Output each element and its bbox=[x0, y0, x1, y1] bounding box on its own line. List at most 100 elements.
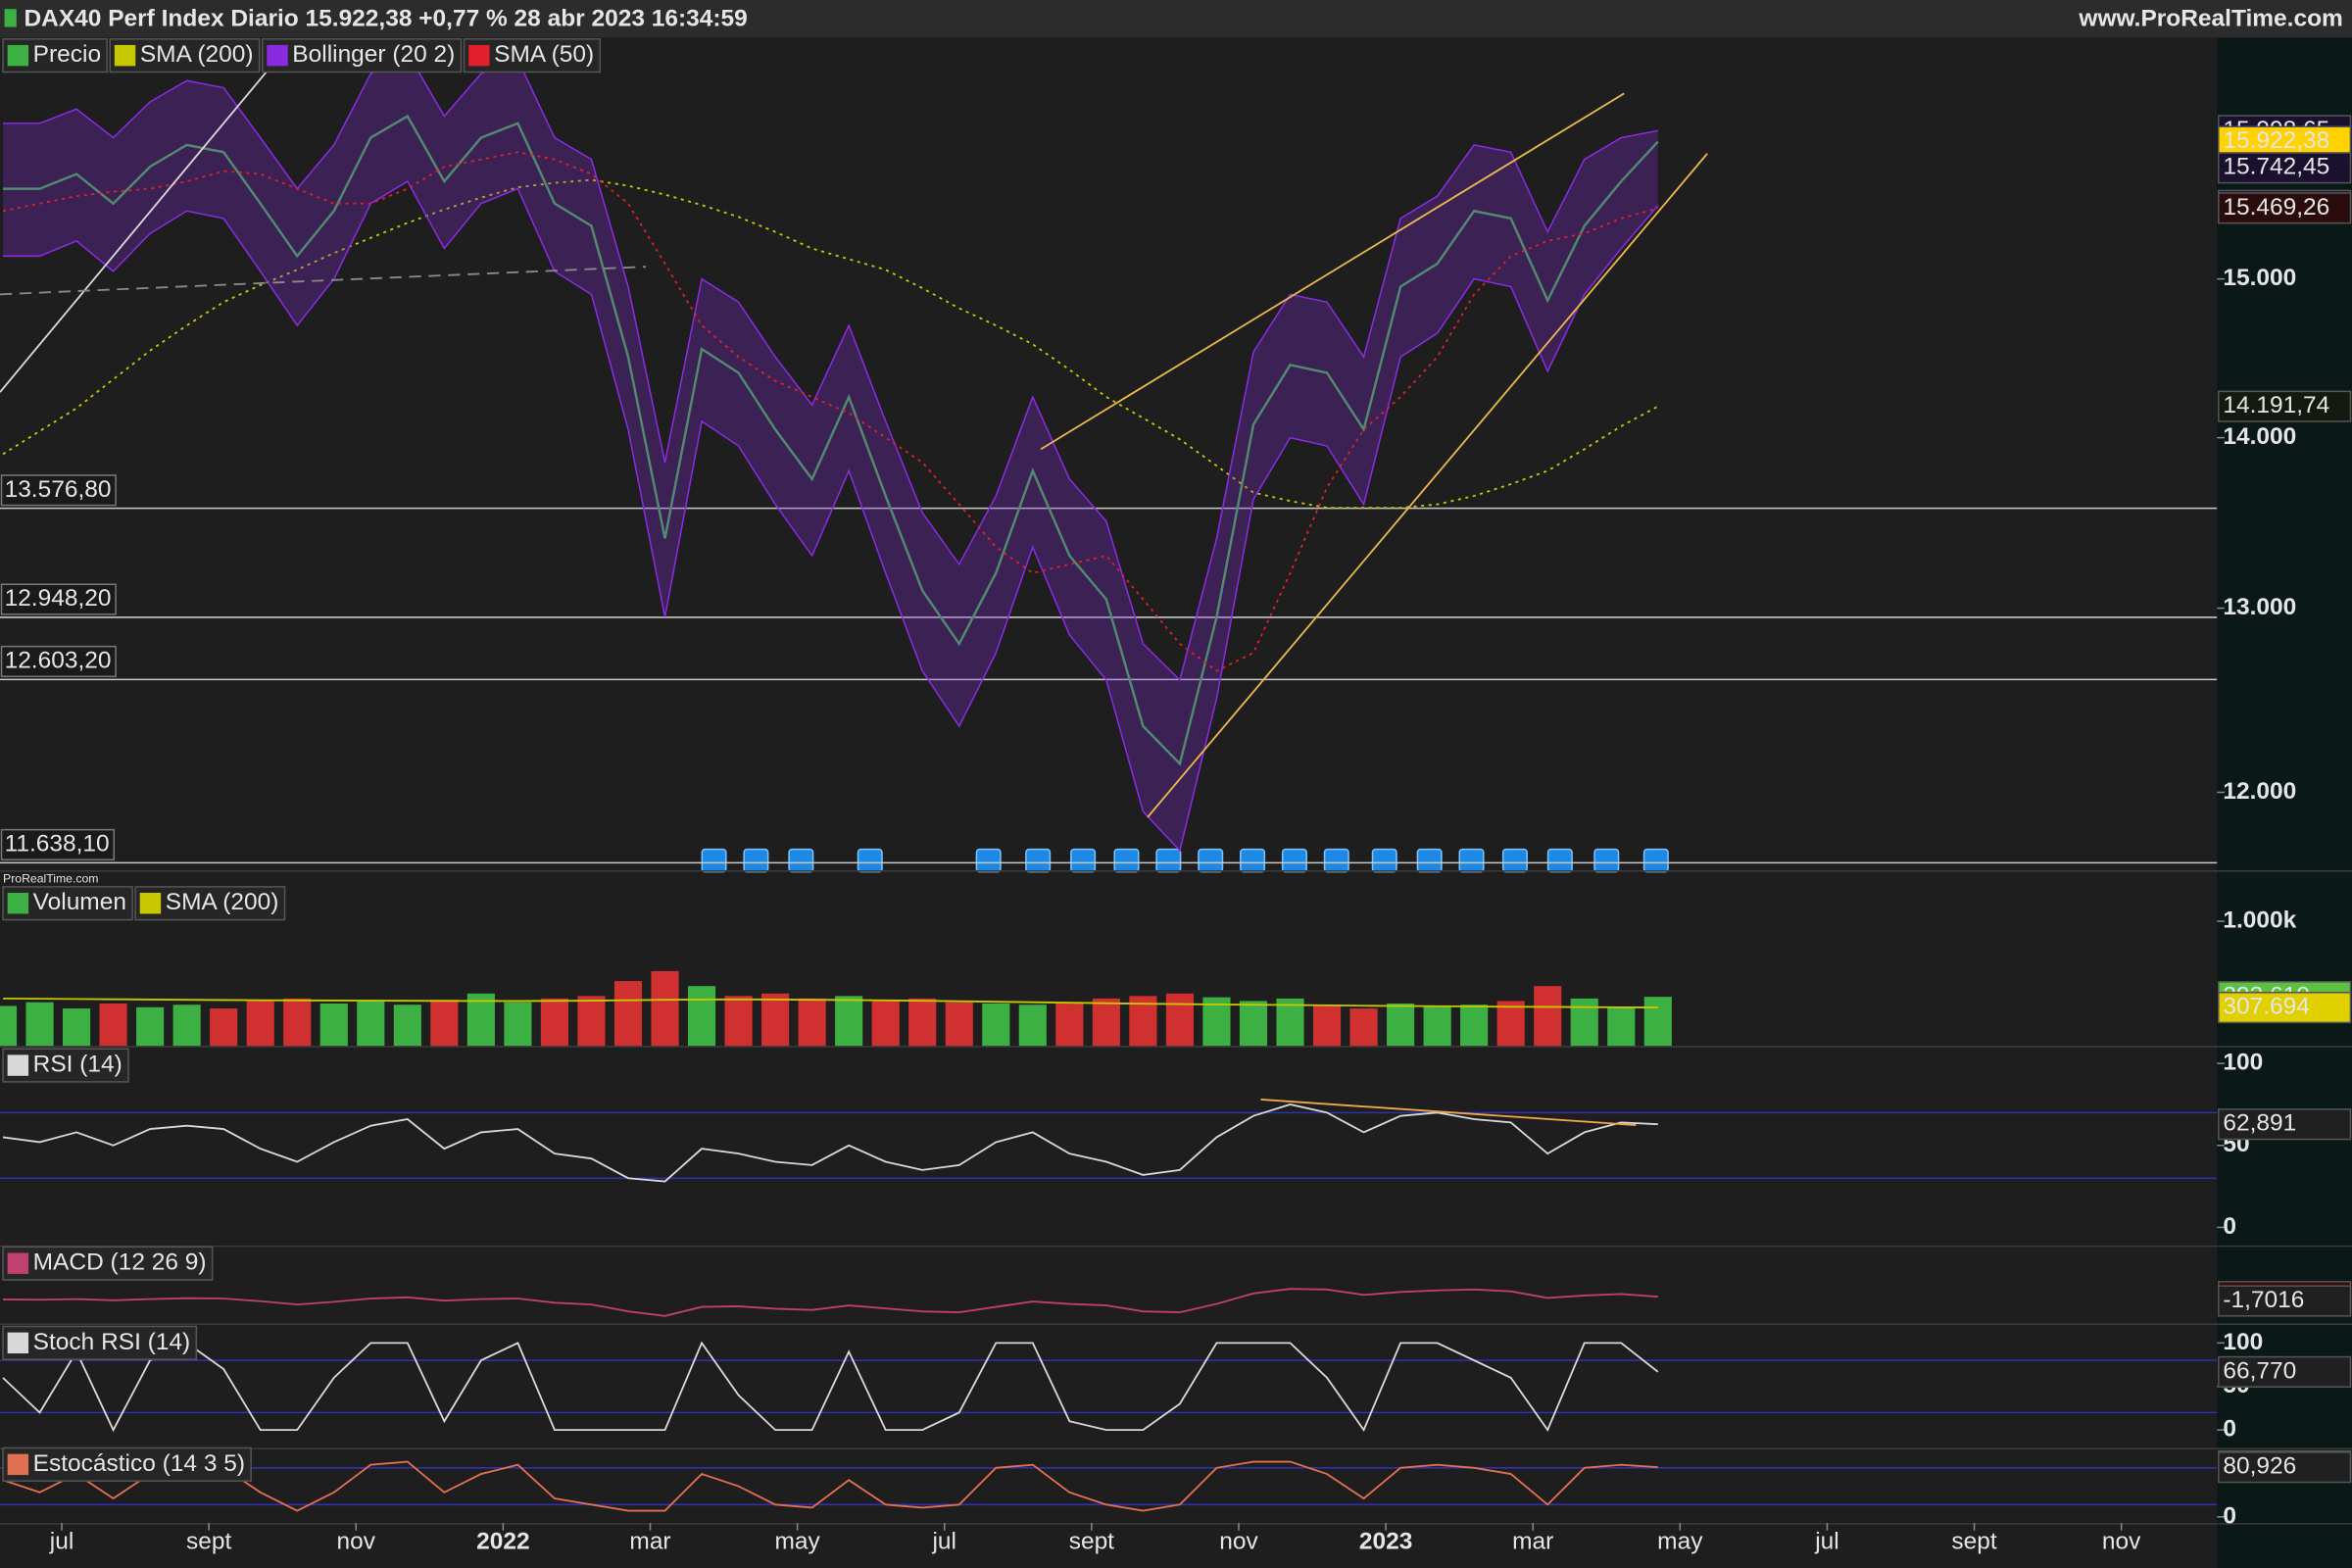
legend-box bbox=[2, 1446, 252, 1482]
y-tick-label: 13.000 bbox=[2223, 594, 2296, 620]
legend-label: MACD (12 26 9) bbox=[33, 1250, 207, 1276]
event-icon bbox=[1371, 848, 1397, 873]
legend-label: Volumen bbox=[33, 889, 126, 915]
legend-box bbox=[2, 1246, 214, 1281]
volume-bar bbox=[1423, 1005, 1451, 1047]
event-icon bbox=[1323, 848, 1349, 873]
x-tick-label: jul bbox=[49, 1528, 74, 1554]
volume-bar bbox=[1018, 1004, 1047, 1047]
volume-bar bbox=[25, 1002, 54, 1047]
legend-label: Precio bbox=[33, 41, 101, 68]
series-line bbox=[2, 178, 1659, 510]
x-tick-label: sept bbox=[186, 1528, 231, 1554]
legend-swatch bbox=[468, 44, 490, 67]
volume-bar bbox=[357, 1001, 385, 1047]
volume-bar bbox=[1276, 998, 1304, 1047]
value-tag bbox=[2218, 125, 2352, 158]
x-tick-label: sept bbox=[1069, 1528, 1114, 1554]
legend-label: SMA (200) bbox=[140, 41, 254, 68]
value-tag bbox=[2218, 152, 2352, 184]
x-tick-label: nov bbox=[1219, 1528, 1258, 1554]
level-label-box bbox=[0, 583, 117, 615]
event-icon bbox=[1458, 848, 1485, 873]
series-line bbox=[2, 997, 1658, 1008]
volume-bar bbox=[871, 1001, 900, 1047]
value-tag-label: 62,891 bbox=[2223, 1110, 2296, 1137]
volume-bar bbox=[835, 996, 863, 1047]
y-tick-label: 14.000 bbox=[2223, 423, 2296, 450]
series-line bbox=[2, 151, 1659, 672]
volume-bar bbox=[1570, 998, 1598, 1047]
y-tick-label: 100 bbox=[2223, 1329, 2263, 1355]
value-tag-label: -1,7016 bbox=[2223, 1287, 2304, 1313]
value-tag-label: 14.191,74 bbox=[2223, 392, 2329, 418]
x-tick-label: 2022 bbox=[476, 1528, 529, 1554]
event-icon bbox=[1240, 848, 1266, 873]
legend-label: Estocástico (14 3 5) bbox=[33, 1450, 245, 1477]
x-tick-label: jul bbox=[931, 1528, 956, 1554]
event-icon bbox=[701, 848, 727, 873]
value-tag bbox=[2218, 192, 2352, 224]
legend-label: Stoch RSI (14) bbox=[33, 1329, 191, 1355]
volume-bar bbox=[1055, 1002, 1084, 1047]
value-tag-label: 66,770 bbox=[2223, 1357, 2296, 1384]
volume-bar bbox=[724, 996, 753, 1047]
x-tick-label: nov bbox=[337, 1528, 376, 1554]
volume-bar bbox=[1460, 1004, 1489, 1047]
value-tag bbox=[2218, 1451, 2352, 1484]
volume-bar bbox=[172, 1004, 201, 1047]
legend-swatch bbox=[7, 1332, 29, 1354]
x-tick-label: 2023 bbox=[1359, 1528, 1412, 1554]
event-icon bbox=[1501, 848, 1528, 873]
x-tick-label: may bbox=[1657, 1528, 1703, 1554]
trend-line bbox=[0, 66, 271, 393]
volume-bar bbox=[504, 1002, 532, 1047]
volume-bar bbox=[761, 993, 790, 1047]
volume-bar bbox=[430, 1000, 459, 1047]
volume-bar bbox=[136, 1006, 165, 1047]
legend-swatch bbox=[114, 44, 136, 67]
y-tick-label: 1.000k bbox=[2223, 907, 2296, 934]
series-line bbox=[2, 1288, 1658, 1317]
bollinger-upper bbox=[3, 51, 1658, 682]
value-tag bbox=[2218, 1285, 2352, 1317]
series-line bbox=[2, 1460, 1658, 1512]
y-tick-label: 15.000 bbox=[2223, 265, 2296, 291]
trend-line bbox=[1040, 92, 1625, 451]
legend-swatch bbox=[7, 893, 29, 914]
level-label-box bbox=[0, 645, 117, 678]
event-icon bbox=[1642, 848, 1669, 873]
series-line bbox=[3, 114, 1659, 766]
volume-bar bbox=[945, 1002, 973, 1047]
volume-bar bbox=[982, 1003, 1010, 1047]
volume-bar bbox=[1349, 1008, 1378, 1047]
event-icon bbox=[1546, 848, 1573, 873]
bollinger-fill bbox=[3, 52, 1658, 851]
volume-bar bbox=[1092, 998, 1120, 1047]
y-tick-label: 0 bbox=[2223, 1502, 2236, 1529]
value-tag-label: 15.742,45 bbox=[2223, 154, 2329, 180]
legend-label: SMA (200) bbox=[166, 889, 279, 915]
volume-bar bbox=[283, 998, 312, 1047]
volume-bar bbox=[908, 998, 937, 1047]
volume-bar bbox=[246, 1001, 274, 1047]
event-icon bbox=[1281, 848, 1307, 873]
legend-swatch bbox=[267, 44, 288, 67]
legend-label: SMA (50) bbox=[494, 41, 594, 68]
event-icon bbox=[1025, 848, 1052, 873]
volume-bar bbox=[540, 998, 569, 1047]
event-icon bbox=[975, 848, 1002, 873]
event-icon bbox=[1070, 848, 1097, 873]
series-line bbox=[2, 1103, 1658, 1183]
level-label-box bbox=[0, 828, 116, 861]
header-title: DAX40 Perf Index Diario 15.922,38 +0,77 … bbox=[24, 5, 747, 31]
event-icon bbox=[788, 848, 814, 873]
legend-swatch bbox=[139, 893, 162, 914]
bollinger-lower bbox=[3, 180, 1659, 853]
level-label-box bbox=[0, 474, 117, 507]
trend-line bbox=[0, 266, 647, 296]
value-tag-label: 15.922,38 bbox=[2223, 127, 2329, 154]
watermark: ProRealTime.com bbox=[3, 871, 98, 885]
value-tag-label: 15.469,26 bbox=[2223, 194, 2329, 220]
